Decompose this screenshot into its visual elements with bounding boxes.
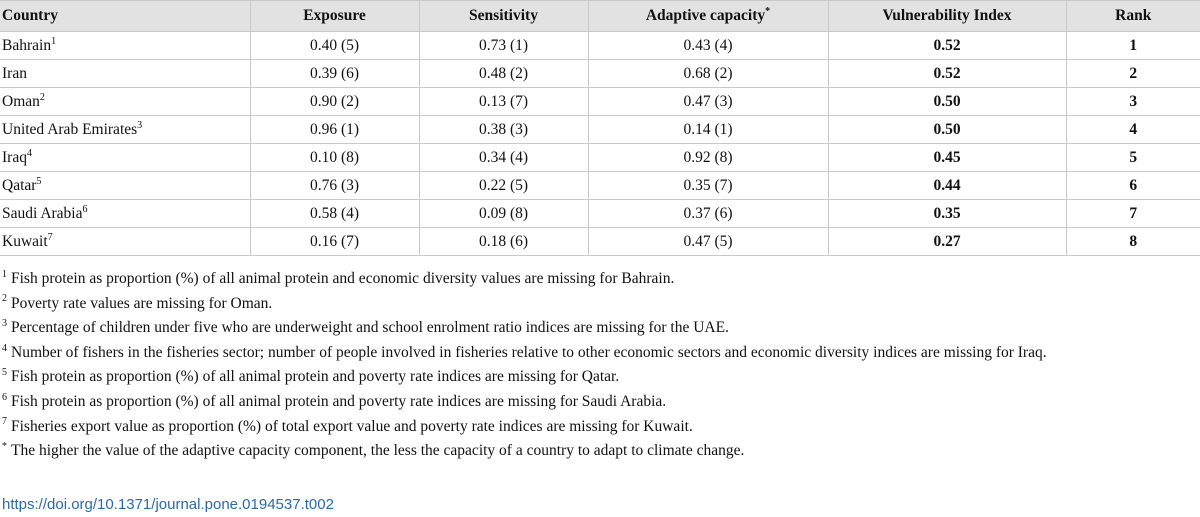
cell-country: Iraq4	[0, 143, 251, 172]
footnote-text: Percentage of children under five who ar…	[11, 319, 729, 337]
footnote-mark: 4	[2, 342, 7, 354]
footnote-mark: 3	[2, 318, 7, 330]
header-rank: Rank	[1066, 0, 1200, 32]
footnote-mark: 7	[2, 416, 7, 428]
cell-vulnerability-index: 0.35	[828, 199, 1067, 228]
cell-rank: 7	[1066, 199, 1200, 228]
cell-rank: 5	[1066, 143, 1200, 172]
cell-rank: 3	[1066, 87, 1200, 116]
cell-adaptive-capacity: 0.92 (8)	[588, 143, 829, 172]
cell-country: Kuwait7	[0, 227, 251, 256]
footnote-mark: 1	[51, 35, 57, 47]
header-exposure: Exposure	[250, 0, 420, 32]
footnote-mark: 5	[36, 175, 42, 187]
header-vulnerability-index: Vulnerability Index	[828, 0, 1067, 32]
footnote-mark: *	[2, 441, 7, 452]
cell-sensitivity: 0.38 (3)	[419, 115, 589, 144]
header-footnote-mark: *	[765, 5, 771, 17]
cell-country: Saudi Arabia6	[0, 199, 251, 228]
cell-adaptive-capacity: 0.47 (3)	[588, 87, 829, 116]
header-sensitivity: Sensitivity	[419, 0, 589, 32]
cell-country: United Arab Emirates3	[0, 115, 251, 144]
footnote: 6 Fish protein as proportion (%) of all a…	[2, 390, 1198, 415]
footnote-mark: 7	[47, 231, 53, 243]
cell-exposure: 0.90 (2)	[250, 87, 420, 116]
vulnerability-table: Country Exposure Sensitivity Adaptive ca…	[0, 0, 1200, 256]
cell-sensitivity: 0.48 (2)	[419, 59, 589, 88]
cell-rank: 6	[1066, 171, 1200, 200]
cell-exposure: 0.58 (4)	[250, 199, 420, 228]
footnote-mark: 4	[26, 147, 32, 159]
footnote-text: The higher the value of the adaptive cap…	[11, 442, 745, 460]
table-row: Iraq4 0.10 (8) 0.34 (4) 0.92 (8) 0.45 5	[0, 143, 1200, 172]
footnote: 4 Number of fishers in the fisheries sect…	[2, 341, 1198, 366]
cell-rank: 2	[1066, 59, 1200, 88]
cell-country: Oman2	[0, 87, 251, 116]
cell-rank: 4	[1066, 115, 1200, 144]
table-row: Bahrain1 0.40 (5) 0.73 (1) 0.43 (4) 0.52…	[0, 31, 1200, 60]
table-container: Country Exposure Sensitivity Adaptive ca…	[0, 0, 1200, 256]
footnote: * The higher the value of the adaptive ca…	[2, 439, 1198, 464]
cell-rank: 1	[1066, 31, 1200, 60]
cell-vulnerability-index: 0.27	[828, 227, 1067, 256]
footnote-text: Poverty rate values are missing for Oman…	[11, 294, 273, 312]
cell-adaptive-capacity: 0.47 (5)	[588, 227, 829, 256]
table-header-row: Country Exposure Sensitivity Adaptive ca…	[0, 0, 1200, 32]
cell-sensitivity: 0.13 (7)	[419, 87, 589, 116]
cell-rank: 8	[1066, 227, 1200, 256]
footnote-mark: 6	[2, 391, 7, 403]
cell-sensitivity: 0.18 (6)	[419, 227, 589, 256]
footnote-mark: 3	[137, 119, 143, 131]
footnote-mark: 1	[2, 268, 7, 280]
cell-vulnerability-index: 0.50	[828, 115, 1067, 144]
header-adaptive-capacity: Adaptive capacity*	[588, 0, 829, 32]
footnote-text: Fisheries export value as proportion (%)…	[11, 417, 693, 435]
footnote-mark: 5	[2, 367, 7, 379]
table-footnotes: 1 Fish protein as proportion (%) of all a…	[2, 267, 1198, 464]
cell-exposure: 0.76 (3)	[250, 171, 420, 200]
footnote: 1 Fish protein as proportion (%) of all a…	[2, 267, 1198, 292]
footnote: 5 Fish protein as proportion (%) of all a…	[2, 365, 1198, 390]
footnote-text: Fish protein as proportion (%) of all an…	[11, 392, 667, 410]
table-row: United Arab Emirates3 0.96 (1) 0.38 (3) …	[0, 115, 1200, 144]
cell-vulnerability-index: 0.45	[828, 143, 1067, 172]
cell-adaptive-capacity: 0.68 (2)	[588, 59, 829, 88]
table-row: Qatar5 0.76 (3) 0.22 (5) 0.35 (7) 0.44 6	[0, 171, 1200, 200]
footnote: 3 Percentage of children under five who a…	[2, 316, 1198, 341]
cell-sensitivity: 0.73 (1)	[419, 31, 589, 60]
cell-adaptive-capacity: 0.14 (1)	[588, 115, 829, 144]
cell-exposure: 0.40 (5)	[250, 31, 420, 60]
cell-sensitivity: 0.34 (4)	[419, 143, 589, 172]
cell-country: Iran	[0, 59, 251, 88]
cell-exposure: 0.39 (6)	[250, 59, 420, 88]
footnote-mark: 2	[39, 91, 45, 103]
table-row: Iran 0.39 (6) 0.48 (2) 0.68 (2) 0.52 2	[0, 59, 1200, 88]
footnote-text: Fish protein as proportion (%) of all an…	[11, 270, 675, 287]
cell-sensitivity: 0.22 (5)	[419, 171, 589, 200]
footnote: 7 Fisheries export value as proportion (%…	[2, 415, 1198, 440]
cell-sensitivity: 0.09 (8)	[419, 199, 589, 228]
cell-exposure: 0.96 (1)	[250, 115, 420, 144]
table-row: Oman2 0.90 (2) 0.13 (7) 0.47 (3) 0.50 3	[0, 87, 1200, 116]
cell-exposure: 0.10 (8)	[250, 143, 420, 172]
cell-adaptive-capacity: 0.43 (4)	[588, 31, 829, 60]
doi-link[interactable]: https://doi.org/10.1371/journal.pone.019…	[2, 496, 334, 513]
footnote-text: Number of fishers in the fisheries secto…	[11, 343, 1047, 361]
footnote-text: Fish protein as proportion (%) of all an…	[11, 368, 620, 386]
cell-vulnerability-index: 0.52	[828, 31, 1067, 60]
table-row: Saudi Arabia6 0.58 (4) 0.09 (8) 0.37 (6)…	[0, 199, 1200, 228]
footnote-mark: 2	[2, 293, 7, 305]
cell-exposure: 0.16 (7)	[250, 227, 420, 256]
cell-vulnerability-index: 0.44	[828, 171, 1067, 200]
cell-vulnerability-index: 0.50	[828, 87, 1067, 116]
cell-country: Bahrain1	[0, 31, 251, 60]
cell-country: Qatar5	[0, 171, 251, 200]
header-country: Country	[0, 0, 251, 32]
cell-adaptive-capacity: 0.37 (6)	[588, 199, 829, 228]
cell-vulnerability-index: 0.52	[828, 59, 1067, 88]
footnote: 2 Poverty rate values are missing for Oma…	[2, 292, 1198, 317]
cell-adaptive-capacity: 0.35 (7)	[588, 171, 829, 200]
footnote-mark: 6	[82, 203, 88, 215]
table-row: Kuwait7 0.16 (7) 0.18 (6) 0.47 (5) 0.27 …	[0, 227, 1200, 256]
